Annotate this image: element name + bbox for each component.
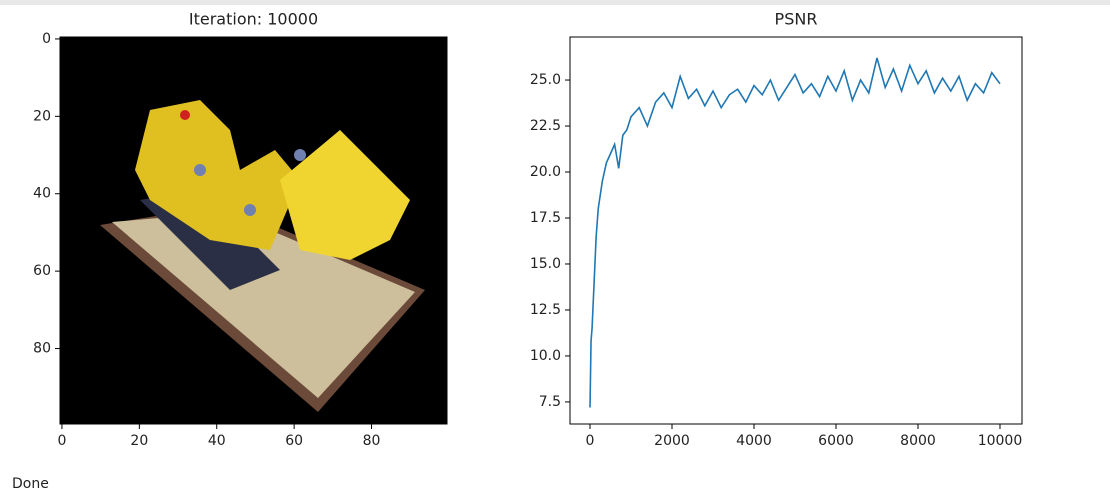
bucket <box>280 130 410 260</box>
x-tick-label: 20 <box>130 433 148 449</box>
y-tick-label: 0 <box>42 31 51 47</box>
x-tick-label: 4000 <box>736 433 772 449</box>
y-tick-label: 40 <box>33 186 51 202</box>
y-tick-label: 17.5 <box>530 210 561 226</box>
y-tick-label: 20.0 <box>530 164 561 180</box>
light <box>180 110 190 120</box>
y-tick-label: 15.0 <box>530 256 561 272</box>
y-tick-label: 25.0 <box>530 72 561 88</box>
top-bar <box>0 0 1110 5</box>
x-tick-label: 0 <box>586 433 595 449</box>
x-tick-label: 2000 <box>654 433 690 449</box>
y-tick-label: 7.5 <box>539 394 561 410</box>
x-tick-label: 40 <box>208 433 226 449</box>
x-tick-label: 0 <box>57 433 66 449</box>
psnr-line <box>589 57 1001 408</box>
x-tick-label: 60 <box>285 433 303 449</box>
detail <box>294 149 306 161</box>
x-tick-label: 10000 <box>978 433 1023 449</box>
body <box>135 100 300 250</box>
rendered-image <box>60 37 447 424</box>
chart-title: Iteration: 10000 <box>189 10 318 29</box>
y-tick-label: 12.5 <box>530 302 561 318</box>
board <box>112 212 415 398</box>
detail <box>244 204 256 216</box>
chart-title: PSNR <box>775 10 818 29</box>
y-tick-label: 20 <box>33 108 51 124</box>
axes-frame <box>59 36 448 425</box>
y-tick-label: 22.5 <box>530 118 561 134</box>
axes-frame <box>569 36 1023 425</box>
x-tick-label: 6000 <box>818 433 854 449</box>
y-tick-label: 10.0 <box>530 348 561 364</box>
x-tick-label: 80 <box>363 433 381 449</box>
y-tick-label: 60 <box>33 263 51 279</box>
x-tick-label: 8000 <box>900 433 936 449</box>
y-tick-label: 80 <box>33 341 51 357</box>
output-text: Done <box>12 476 49 492</box>
detail <box>194 164 206 176</box>
